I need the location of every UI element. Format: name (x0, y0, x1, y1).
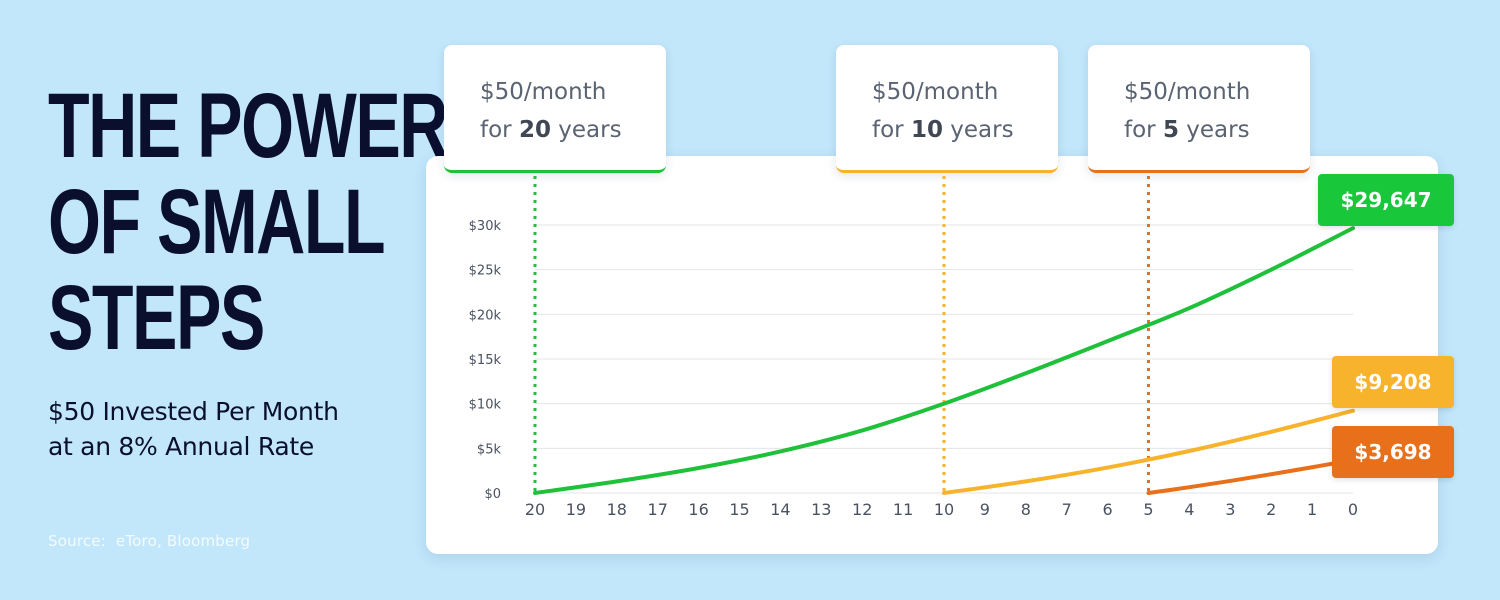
callout-amount: $50/month (1124, 79, 1251, 105)
x-tick-label: 2 (1266, 500, 1276, 519)
x-tick-label: 1 (1307, 500, 1317, 519)
callout-prefix: for (1124, 117, 1163, 143)
x-tick-label: 12 (852, 500, 872, 519)
x-tick-label: 15 (729, 500, 749, 519)
x-tick-label: 13 (811, 500, 831, 519)
subtitle-line-2: at an 8% Annual Rate (48, 432, 314, 461)
y-tick-label: $25k (469, 264, 502, 279)
end-value-badge-r5: $3,698 (1332, 426, 1454, 478)
y-tick-label: $30k (469, 219, 502, 234)
callout-prefix: for (480, 117, 519, 143)
x-tick-label: 17 (648, 500, 668, 519)
series-line-g20 (533, 226, 1355, 495)
subtitle-line-1: $50 Invested Per Month (48, 397, 339, 426)
x-tick-label: 16 (688, 500, 708, 519)
callout-duration: for 10 years (872, 111, 1058, 149)
x-tick-label: 9 (980, 500, 990, 519)
y-tick-label: $20k (469, 308, 502, 323)
callout-5-years: $50/month for 5 years (1088, 45, 1310, 173)
callout-amount: $50/month (480, 79, 607, 105)
y-tick-label: $10k (469, 398, 502, 413)
source-note: Source: eToro, Bloomberg (48, 532, 251, 550)
x-tick-label: 5 (1143, 500, 1153, 519)
x-tick-label: 20 (525, 500, 545, 519)
subtitle: $50 Invested Per Month at an 8% Annual R… (48, 394, 408, 464)
series-line-o10 (942, 408, 1355, 495)
x-tick-label: 14 (770, 500, 790, 519)
callout-suffix: years (942, 117, 1014, 143)
series-line-r5 (1146, 457, 1355, 495)
callout-years: 5 (1162, 117, 1179, 143)
callout-duration: for 20 years (480, 111, 666, 149)
y-tick-label: $5k (477, 442, 502, 457)
headline-line-3: STEPS (48, 267, 265, 369)
callout-suffix: years (1178, 117, 1250, 143)
callout-20-years: $50/month for 20 years (444, 45, 666, 173)
x-tick-label: 4 (1184, 500, 1194, 519)
x-tick-label: 19 (566, 500, 586, 519)
x-tick-label: 7 (1062, 500, 1072, 519)
x-tick-label: 18 (607, 500, 627, 519)
callout-duration: for 5 years (1124, 111, 1310, 149)
x-tick-label: 6 (1103, 500, 1113, 519)
callout-prefix: for (872, 117, 911, 143)
callout-years: 20 (518, 117, 551, 143)
y-tick-label: $0 (484, 487, 501, 502)
y-tick-label: $15k (469, 353, 502, 368)
x-tick-label: 11 (893, 500, 913, 519)
chart-panel (426, 156, 1438, 554)
x-tick-label: 8 (1021, 500, 1031, 519)
x-tick-label: 0 (1348, 500, 1358, 519)
x-tick-label: 3 (1225, 500, 1235, 519)
callout-10-years: $50/month for 10 years (836, 45, 1058, 173)
end-value-badge-g20: $29,647 (1318, 174, 1454, 226)
x-tick-label: 10 (934, 500, 954, 519)
callout-suffix: years (550, 117, 622, 143)
end-value-badge-o10: $9,208 (1332, 356, 1454, 408)
callout-amount: $50/month (872, 79, 999, 105)
callout-years: 10 (910, 117, 943, 143)
